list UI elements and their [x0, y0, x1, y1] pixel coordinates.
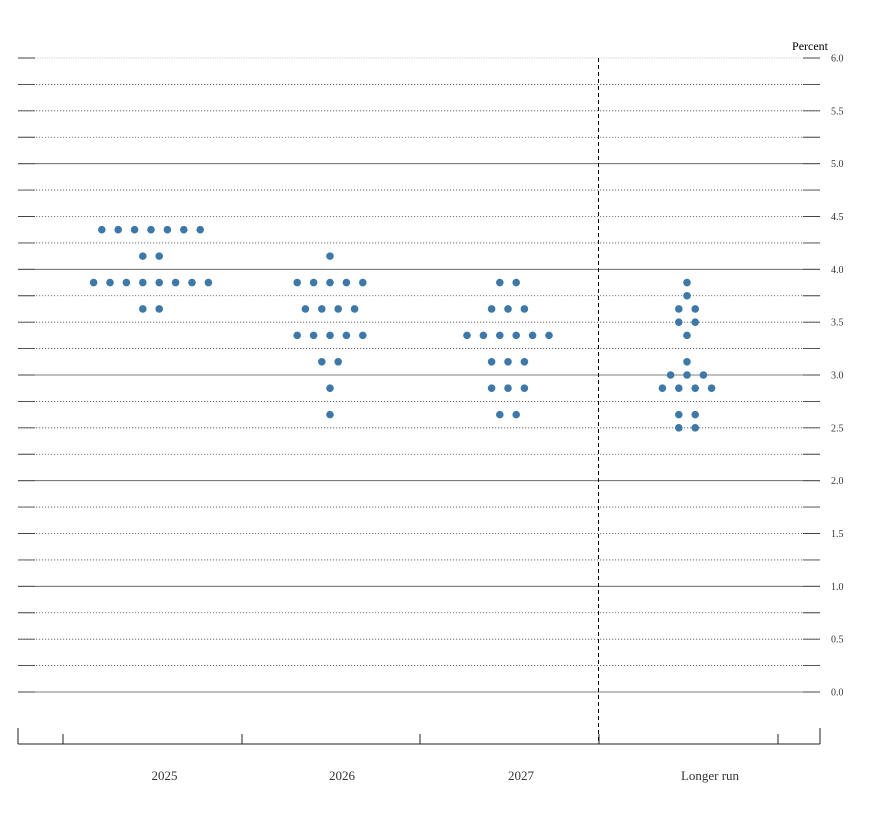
x-axis: 2025 2026 2027 Longer run	[17, 728, 821, 783]
dot	[318, 305, 326, 313]
dot	[155, 305, 163, 313]
dot	[683, 357, 691, 366]
dot	[675, 384, 683, 393]
dot	[155, 252, 163, 260]
dot	[545, 331, 553, 340]
dot	[122, 278, 131, 287]
dot	[683, 331, 691, 340]
dot	[98, 225, 106, 234]
dot	[171, 278, 180, 287]
dot	[463, 331, 471, 340]
dot	[479, 331, 488, 340]
dot	[675, 318, 683, 326]
y-tick-label: 5.0	[831, 159, 844, 170]
dot	[342, 278, 351, 287]
dot	[512, 331, 520, 340]
dot	[334, 357, 343, 366]
dot	[666, 371, 675, 379]
dot	[504, 305, 512, 313]
dot	[188, 278, 196, 287]
dot	[528, 331, 537, 340]
y-tick-label: 4.5	[831, 212, 844, 223]
dot	[683, 278, 691, 287]
dot	[675, 410, 683, 419]
x-category-label: 2025	[152, 768, 178, 783]
x-category-label: 2027	[508, 768, 535, 783]
dot	[139, 305, 147, 313]
dot	[512, 278, 520, 287]
y-tick-label: 2.0	[831, 476, 844, 487]
x-category-label: 2026	[329, 768, 356, 783]
dot	[512, 410, 520, 419]
dot	[359, 331, 367, 340]
y-tick-label: 0.0	[831, 688, 844, 699]
dot	[89, 278, 98, 287]
dot	[504, 357, 512, 366]
dot	[699, 371, 708, 379]
dot	[293, 331, 302, 340]
dot	[496, 331, 504, 340]
dot	[675, 424, 683, 432]
dot	[180, 225, 188, 234]
y-tick-label: 2.5	[831, 423, 844, 434]
dot	[326, 384, 334, 393]
dots	[89, 225, 716, 432]
dot	[691, 305, 699, 313]
dot	[318, 357, 326, 366]
dot	[691, 424, 699, 432]
dot	[326, 252, 334, 260]
y-tick-label: 4.0	[831, 265, 844, 276]
dot	[520, 357, 529, 366]
dot	[106, 278, 114, 287]
dot	[204, 278, 213, 287]
y-tick-label: 1.0	[831, 582, 844, 593]
dot	[139, 252, 147, 260]
dot	[504, 384, 512, 393]
dot	[520, 384, 529, 393]
dot	[675, 305, 683, 313]
dot	[326, 331, 334, 340]
dot	[163, 225, 172, 234]
dot	[342, 331, 351, 340]
dot	[707, 384, 716, 393]
dot	[147, 225, 155, 234]
dot	[326, 278, 334, 287]
dot	[691, 410, 699, 419]
dot	[293, 278, 302, 287]
gridlines	[18, 57, 820, 693]
dot	[658, 384, 667, 393]
dot	[683, 371, 691, 379]
y-tick-label: 3.0	[831, 371, 844, 382]
dot	[691, 384, 699, 393]
dot	[130, 225, 139, 234]
dot	[114, 225, 122, 234]
dot	[691, 318, 699, 326]
dot	[326, 410, 334, 419]
dot	[520, 305, 529, 313]
y-tick-label: 0.5	[831, 635, 844, 646]
y-tick-label: 3.5	[831, 318, 844, 329]
y-axis: 0.0 0.5 1.0 1.5 2.0 2.5 3.0 3.5 4.0 4.5 5.0 5.5 6.0	[831, 54, 844, 699]
y-tick-label: 6.0	[831, 54, 844, 65]
x-category-label: Longer run	[681, 768, 740, 783]
dot	[309, 331, 318, 340]
y-tick-label: 5.5	[831, 106, 844, 117]
dot	[359, 278, 367, 287]
dot	[350, 305, 359, 313]
dot	[196, 225, 204, 234]
dot	[487, 305, 496, 313]
dot	[334, 305, 343, 313]
y-axis-unit-label: Percent	[792, 39, 829, 53]
y-tick-label: 1.5	[831, 529, 844, 540]
dot	[496, 278, 504, 287]
dot	[139, 278, 147, 287]
dot	[309, 278, 318, 287]
dot	[155, 278, 163, 287]
dot	[487, 357, 496, 366]
dot	[496, 410, 504, 419]
dot	[301, 305, 310, 313]
dot	[683, 291, 691, 300]
dot	[487, 384, 496, 393]
